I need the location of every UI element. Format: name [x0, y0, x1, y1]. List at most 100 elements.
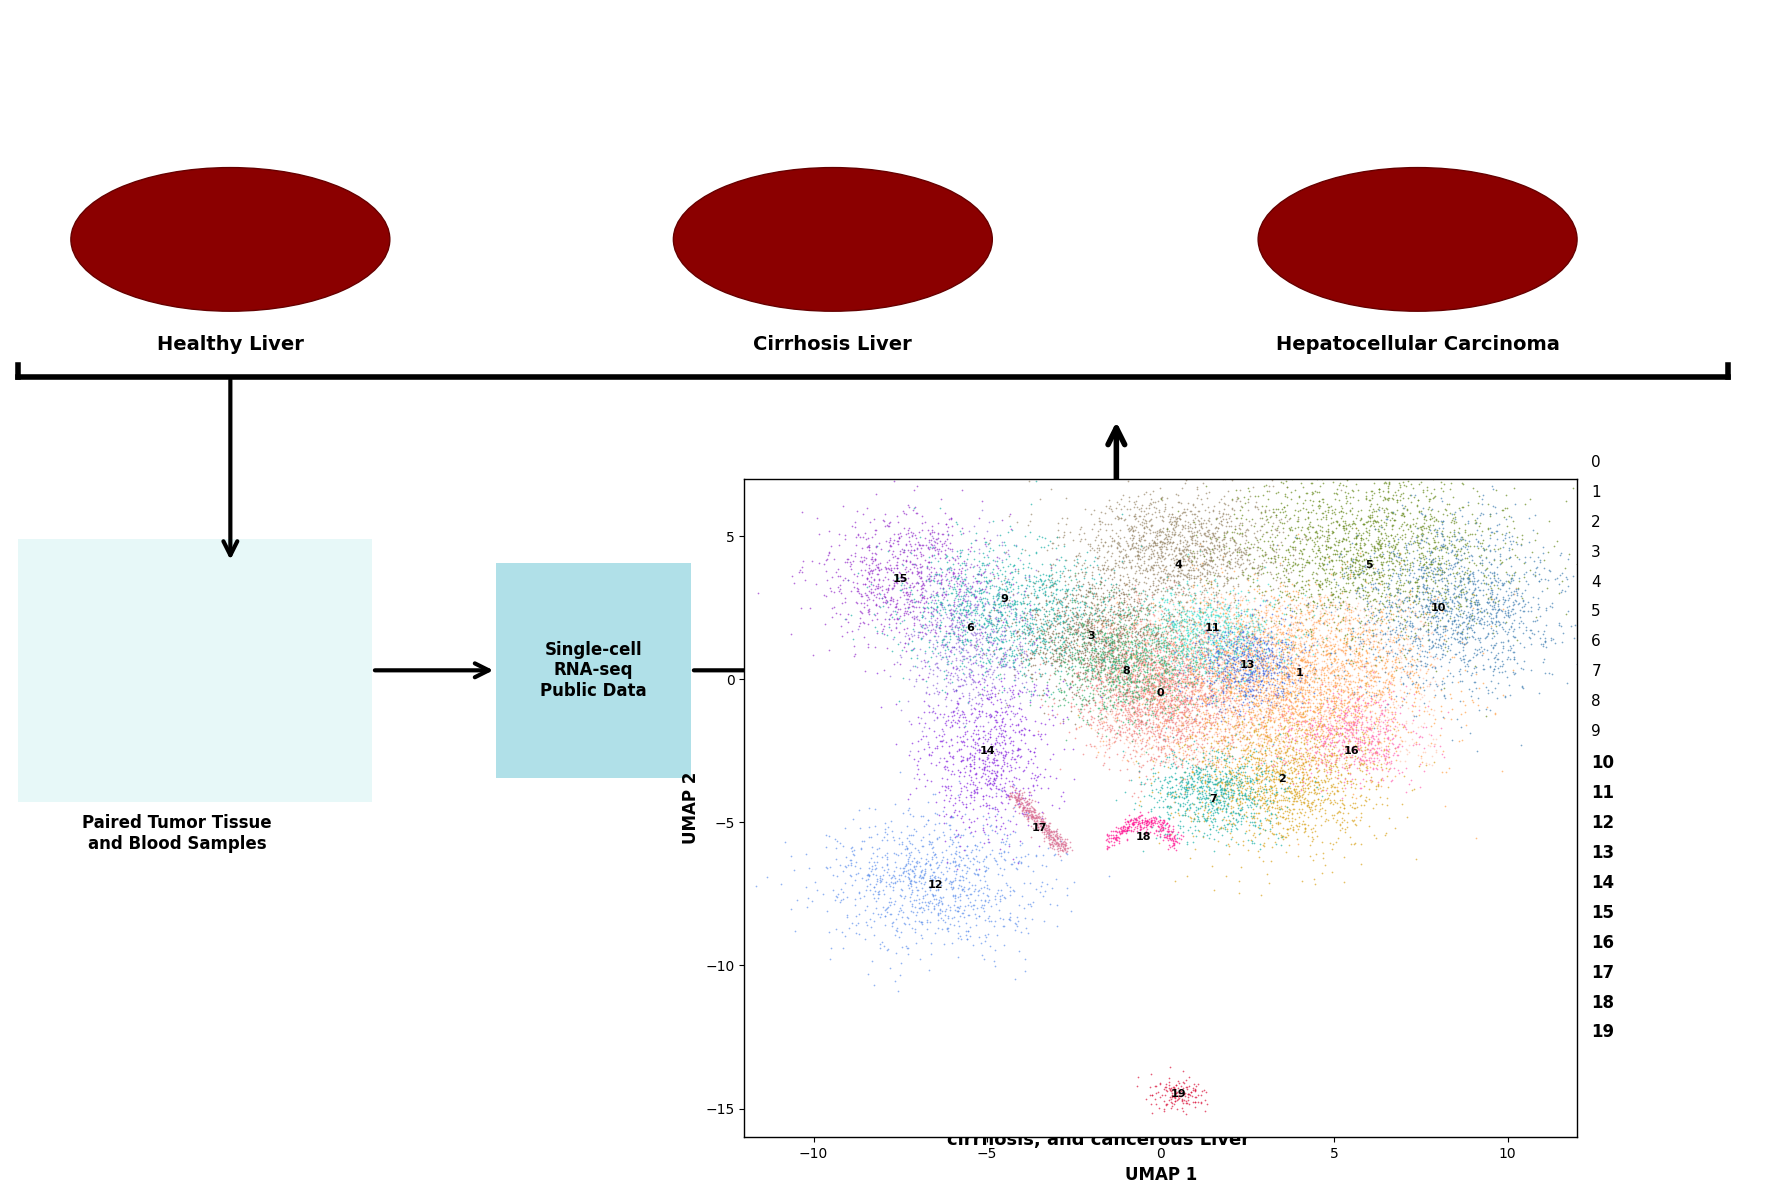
Point — [1157, 589, 1185, 608]
Point — [1242, 492, 1271, 511]
Point — [1198, 755, 1226, 774]
Point — [1122, 710, 1150, 729]
Point — [1178, 664, 1207, 683]
Point — [1196, 772, 1224, 791]
Point — [1044, 536, 1072, 555]
Point — [1106, 594, 1134, 613]
Point — [1446, 664, 1474, 683]
Point — [1559, 628, 1588, 648]
Point — [1320, 660, 1348, 679]
Point — [1100, 652, 1129, 672]
Point — [1377, 733, 1405, 752]
Point — [1352, 621, 1380, 640]
Point — [1499, 600, 1527, 619]
Point — [1340, 724, 1368, 743]
Point — [952, 640, 980, 660]
Point — [1184, 607, 1212, 626]
Point — [1123, 455, 1152, 474]
Point — [1090, 636, 1118, 655]
Point — [1044, 844, 1072, 863]
Point — [861, 588, 890, 607]
Point — [1449, 603, 1478, 622]
Point — [955, 754, 983, 773]
Point — [930, 705, 959, 724]
Point — [1173, 655, 1201, 674]
Point — [1138, 669, 1166, 688]
Point — [1049, 841, 1077, 861]
Point — [975, 637, 1003, 656]
Point — [1331, 753, 1359, 772]
Point — [1115, 682, 1143, 701]
Point — [1240, 791, 1269, 810]
Point — [1216, 779, 1244, 798]
Point — [1317, 733, 1345, 752]
Point — [1106, 633, 1134, 652]
Point — [1304, 612, 1333, 631]
Point — [1022, 806, 1051, 825]
Point — [1184, 612, 1212, 631]
Point — [1093, 636, 1122, 655]
Point — [911, 614, 939, 633]
Point — [1317, 709, 1345, 728]
Point — [1465, 517, 1494, 536]
Point — [1093, 632, 1122, 651]
Point — [1350, 706, 1379, 725]
Point — [1109, 609, 1138, 628]
Point — [1322, 812, 1350, 831]
Point — [1274, 713, 1302, 733]
Point — [992, 652, 1021, 672]
Point — [1120, 563, 1148, 582]
Point — [1141, 824, 1170, 843]
Point — [1076, 683, 1104, 703]
Point — [1212, 505, 1240, 524]
Point — [1205, 528, 1233, 547]
Point — [1212, 523, 1240, 542]
Point — [944, 740, 973, 759]
Point — [1141, 688, 1170, 707]
Point — [1290, 789, 1318, 808]
Point — [927, 595, 955, 614]
Point — [1253, 548, 1281, 567]
Point — [955, 646, 983, 666]
Point — [1405, 534, 1434, 553]
Point — [1081, 694, 1109, 713]
Point — [1359, 798, 1387, 818]
Point — [1102, 648, 1131, 667]
Point — [1129, 841, 1157, 861]
Point — [1003, 626, 1031, 645]
Point — [1297, 755, 1325, 774]
Point — [1185, 717, 1214, 736]
Point — [1201, 643, 1230, 662]
Point — [983, 864, 1012, 883]
Point — [1037, 560, 1065, 579]
Point — [914, 560, 943, 579]
Point — [1262, 767, 1290, 786]
Point — [1302, 777, 1331, 796]
Point — [1123, 594, 1152, 613]
Point — [1097, 704, 1125, 723]
Point — [1235, 776, 1263, 795]
Point — [1187, 716, 1216, 735]
Point — [1278, 598, 1306, 618]
Point — [1166, 642, 1194, 661]
Point — [1201, 795, 1230, 814]
Point — [1333, 678, 1361, 697]
Point — [966, 632, 994, 651]
Point — [998, 579, 1026, 598]
Point — [1193, 560, 1221, 579]
Point — [1391, 650, 1419, 669]
Point — [1143, 666, 1171, 685]
Point — [1178, 719, 1207, 739]
Point — [971, 589, 999, 608]
Point — [1216, 546, 1244, 565]
Point — [1189, 737, 1217, 757]
Point — [1364, 745, 1393, 764]
Point — [1138, 813, 1166, 832]
Point — [1014, 618, 1042, 637]
Point — [1333, 628, 1361, 648]
Point — [1283, 700, 1311, 719]
Point — [1395, 640, 1423, 660]
Point — [1120, 590, 1148, 609]
Point — [1219, 706, 1247, 725]
Point — [1191, 546, 1219, 565]
